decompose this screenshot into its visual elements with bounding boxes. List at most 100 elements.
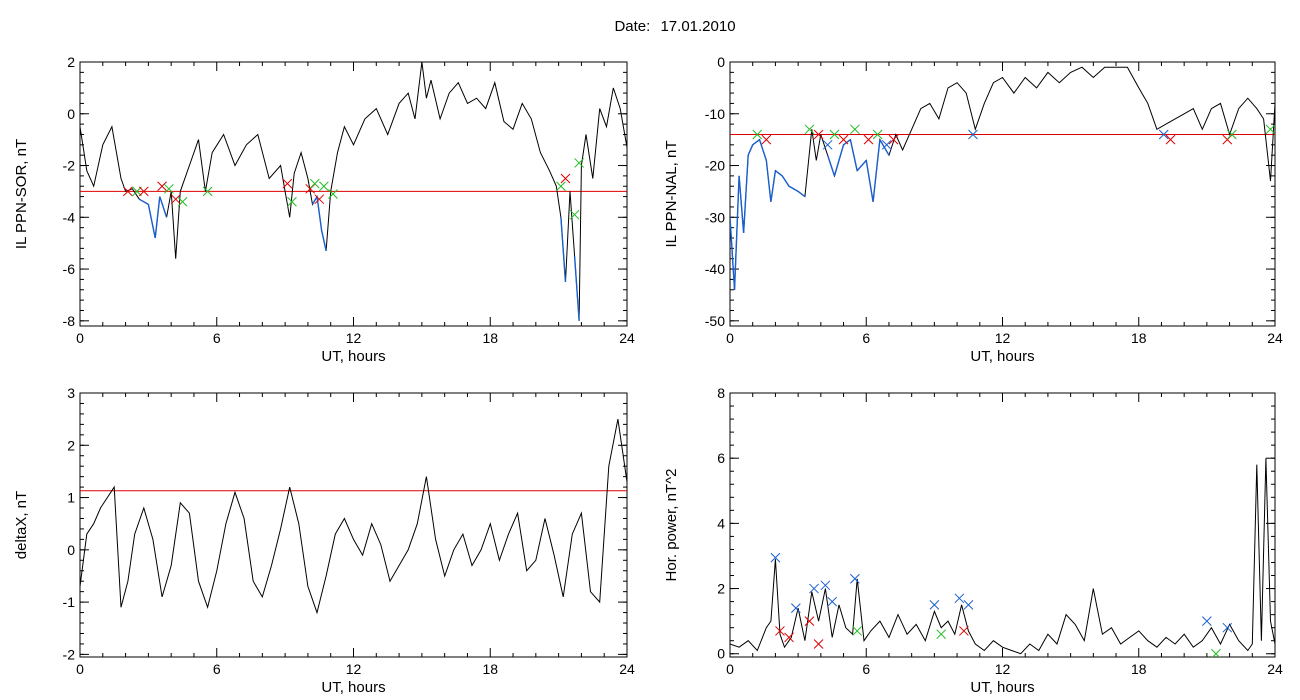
below-threshold-segment [733,175,740,290]
y-tick-label: 6 [717,450,725,466]
y-axis-label: deltaX, nT [13,491,30,559]
x-tick-label: 6 [862,661,870,677]
below-threshold-segment [826,154,836,177]
y-tick-label: -50 [705,313,725,329]
plot-area [80,419,627,615]
marker-stroke [560,173,571,184]
marker-stroke [132,186,142,197]
x-tick-label: 18 [1131,661,1147,677]
marker-stroke [852,626,863,636]
marker-stroke [177,196,188,207]
below-threshold-segment [765,160,772,202]
marker-stroke [319,181,329,192]
marker-stroke [556,181,566,192]
below-threshold-segment [849,139,858,171]
below-threshold-segment [856,159,867,172]
below-threshold-segment [138,198,149,205]
marker-stroke [820,580,831,591]
below-threshold-segment [311,196,318,205]
marker-stroke [123,186,133,197]
chart-panel-power: 0 6 12 18 24 8 6 4 2 0 UT, hours Hor. power, nT^2 [663,385,1283,696]
x-axis-label: UT, hours [321,348,385,365]
x-tick-label: 24 [619,330,635,346]
x-tick-label: 12 [346,330,362,346]
plot-frame [729,392,1276,658]
series-line [80,419,627,615]
event-marker [177,196,188,207]
marker-stroke [157,181,167,192]
x-tick-label: 24 [1267,661,1283,677]
below-threshold-segment [560,217,567,283]
marker-stroke [936,629,947,640]
marker-stroke [829,129,840,140]
event-marker [319,181,329,192]
marker-stroke [784,632,794,643]
below-threshold-segment [316,196,323,231]
series-line [730,66,1275,290]
event-marker [959,626,969,636]
event-marker [287,196,297,207]
y-tick-label: 2 [717,581,725,597]
marker-stroke [1222,622,1233,633]
event-marker [881,139,892,150]
below-threshold-segment [833,144,845,177]
marker-stroke [574,158,584,168]
marker-stroke [164,183,174,194]
x-tick-label: 18 [482,330,498,346]
marker-stroke [968,129,978,140]
event-marker [157,181,167,192]
event-marker [791,603,801,613]
event-marker [202,186,213,197]
event-marker [936,629,947,640]
y-tick-label: 4 [717,515,725,531]
event-marker [170,194,181,205]
event-marker [574,158,584,168]
event-marker [784,632,794,643]
y-tick-label: 2 [67,54,75,70]
series-line [730,458,1275,655]
event-marker [850,124,860,135]
plot-frame [729,61,1276,327]
plot-area [730,458,1275,657]
event-marker [968,129,978,140]
event-marker [838,134,849,145]
x-axis-label: UT, hours [970,679,1034,696]
event-marker [309,178,320,189]
event-marker [164,183,174,194]
event-marker [282,178,293,189]
event-marker [752,129,763,140]
event-marker [132,186,142,197]
marker-stroke [138,186,149,197]
event-marker [569,209,580,220]
page-title: Date: 17.01.2010 [0,18,1300,35]
x-axis-label: UT, hours [321,679,385,696]
marker-stroke [881,139,892,150]
plot-frame [79,392,628,658]
marker-stroke [954,593,965,604]
marker-stroke [822,139,833,150]
marker-stroke [170,194,181,205]
marker-stroke [770,552,781,563]
y-tick-label: -30 [705,209,725,225]
marker-stroke [804,124,815,135]
below-threshold-segment [742,155,749,233]
plot-area [80,62,627,321]
y-tick-label: -8 [63,313,76,329]
event-marker [1222,622,1233,633]
event-marker [1202,616,1212,627]
marker-stroke [569,209,580,220]
below-threshold-segment [872,139,881,202]
y-axis-label: Hor. power, nT^2 [663,469,680,582]
y-tick-label: 8 [717,385,725,401]
below-threshold-segment [147,204,156,239]
marker-stroke [752,129,763,140]
marker-stroke [761,134,772,145]
event-marker [804,124,815,135]
marker-stroke [959,626,969,636]
chart-panel-nal: 0 6 12 18 24 0 -10 -20 -30 -40 -50 UT, hours IL PPN-… [663,54,1283,365]
below-threshold-segment [738,175,745,233]
event-marker [863,134,874,145]
event-marker [138,186,149,197]
below-threshold-segment [774,170,783,177]
